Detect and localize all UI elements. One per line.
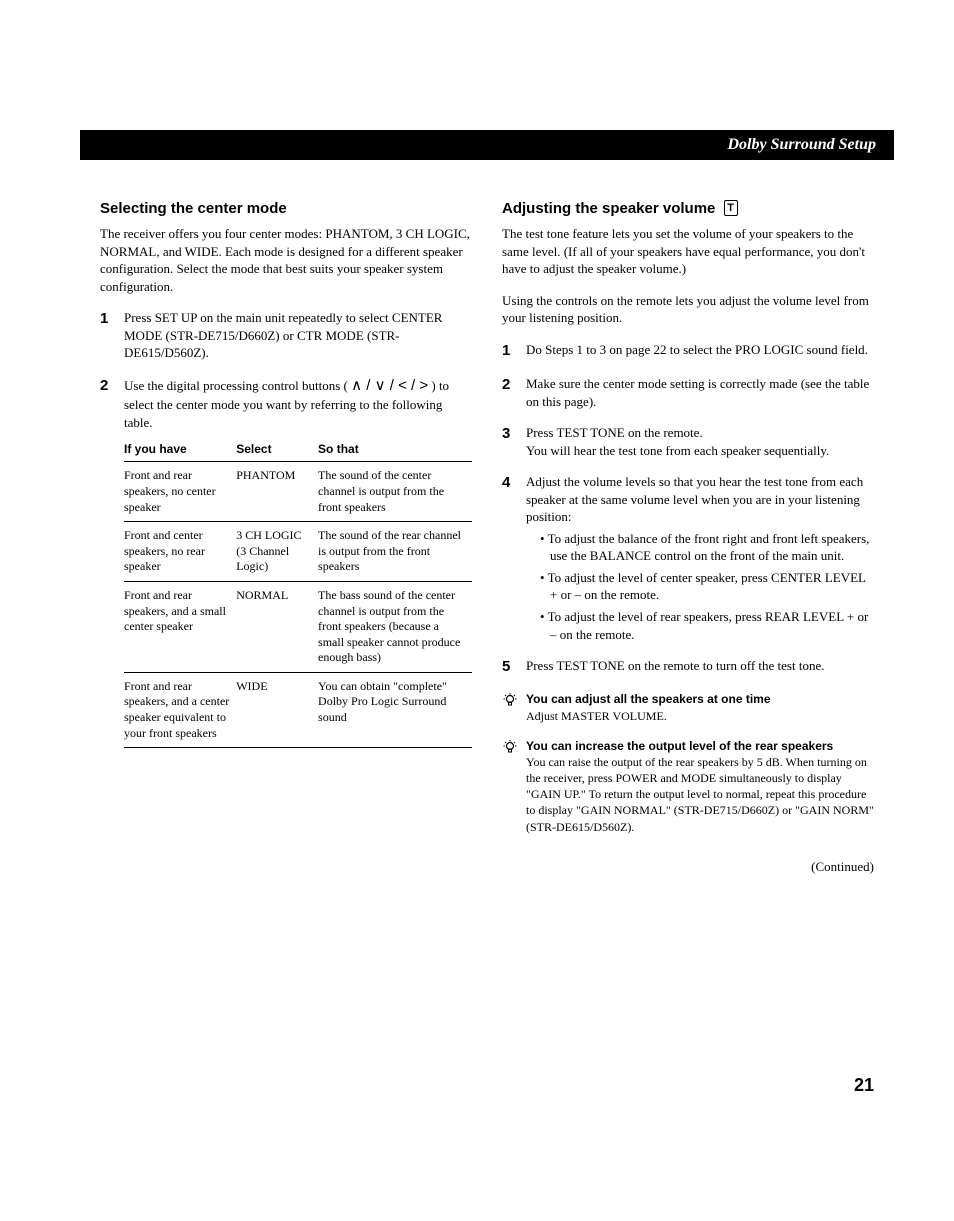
left-column: Selecting the center mode The receiver o…	[100, 200, 472, 875]
table-header: Select	[236, 437, 318, 462]
step-number: 5	[502, 657, 516, 677]
step-number: 4	[502, 473, 516, 643]
remote-icon	[724, 200, 738, 216]
right-step-1: 1 Do Steps 1 to 3 on page 22 to select t…	[502, 341, 874, 361]
step-3a: Press TEST TONE on the remote.	[526, 425, 703, 440]
table-cell: The sound of the center channel is outpu…	[318, 462, 472, 522]
table-cell: Front and center speakers, no rear speak…	[124, 522, 236, 582]
table-header: So that	[318, 437, 472, 462]
right-step-5: 5 Press TEST TONE on the remote to turn …	[502, 657, 874, 677]
table-cell: The bass sound of the center channel is …	[318, 581, 472, 672]
table-cell: PHANTOM	[236, 462, 318, 522]
table-cell: The sound of the rear channel is output …	[318, 522, 472, 582]
tip-text: Adjust MASTER VOLUME.	[526, 708, 874, 724]
left-intro-text: The receiver offers you four center mode…	[100, 225, 472, 295]
continued-marker: (Continued)	[502, 859, 874, 875]
step-body: Press TEST TONE on the remote to turn of…	[526, 657, 874, 677]
tip-block-1: You can adjust all the speakers at one t…	[502, 691, 874, 723]
tip-title: You can increase the output level of the…	[526, 738, 874, 754]
step-number: 3	[502, 424, 516, 459]
page-number: 21	[100, 1075, 874, 1096]
step-3b: You will hear the test tone from each sp…	[526, 443, 829, 458]
step-body: Do Steps 1 to 3 on page 22 to select the…	[526, 341, 874, 361]
step-body: Press SET UP on the main unit repeatedly…	[124, 309, 472, 362]
lightbulb-icon	[502, 692, 518, 708]
step-number: 1	[100, 309, 114, 362]
table-row: Front and center speakers, no rear speak…	[124, 522, 472, 582]
table-row: Front and rear speakers, and a center sp…	[124, 672, 472, 747]
right-step-4: 4 Adjust the volume levels so that you h…	[502, 473, 874, 643]
step-body: Press TEST TONE on the remote. You will …	[526, 424, 874, 459]
right-step-2: 2 Make sure the center mode setting is c…	[502, 375, 874, 410]
right-intro2-text: Using the controls on the remote lets yo…	[502, 292, 874, 327]
tip-body: You can adjust all the speakers at one t…	[526, 691, 874, 723]
table-cell: WIDE	[236, 672, 318, 747]
step-number: 1	[502, 341, 516, 361]
step-4-intro: Adjust the volume levels so that you hea…	[526, 474, 863, 524]
left-section-title: Selecting the center mode	[100, 200, 472, 217]
bullet-item: • To adjust the balance of the front rig…	[540, 530, 874, 565]
table-row: Front and rear speakers, no center speak…	[124, 462, 472, 522]
table-cell: You can obtain "complete" Dolby Pro Logi…	[318, 672, 472, 747]
step-number: 2	[502, 375, 516, 410]
right-title-text: Adjusting the speaker volume	[502, 200, 715, 217]
center-mode-table: If you have Select So that Front and rea…	[124, 437, 472, 748]
step-number: 2	[100, 376, 114, 748]
two-column-layout: Selecting the center mode The receiver o…	[100, 200, 874, 875]
right-intro-text: The test tone feature lets you set the v…	[502, 225, 874, 278]
table-cell: Front and rear speakers, no center speak…	[124, 462, 236, 522]
right-column: Adjusting the speaker volume The test to…	[502, 200, 874, 875]
right-section-title: Adjusting the speaker volume	[502, 200, 874, 217]
left-step-1: 1 Press SET UP on the main unit repeated…	[100, 309, 472, 362]
lightbulb-icon	[502, 739, 518, 755]
tip-title: You can adjust all the speakers at one t…	[526, 691, 874, 707]
arrow-symbols: ∧ / ∨ / < / >	[351, 377, 428, 394]
tip-text: You can raise the output of the rear spe…	[526, 754, 874, 835]
table-cell: NORMAL	[236, 581, 318, 672]
left-step-2: 2 Use the digital processing control but…	[100, 376, 472, 748]
step-body: Use the digital processing control butto…	[124, 376, 472, 748]
table-cell: Front and rear speakers, and a small cen…	[124, 581, 236, 672]
step-body: Adjust the volume levels so that you hea…	[526, 473, 874, 643]
bullet-text: To adjust the level of rear speakers, pr…	[548, 609, 869, 642]
bullet-item: • To adjust the level of center speaker,…	[540, 569, 874, 604]
bullet-item: • To adjust the level of rear speakers, …	[540, 608, 874, 643]
bullet-text: To adjust the level of center speaker, p…	[548, 570, 866, 603]
table-cell: Front and rear speakers, and a center sp…	[124, 672, 236, 747]
step-body: Make sure the center mode setting is cor…	[526, 375, 874, 410]
tip-body: You can increase the output level of the…	[526, 738, 874, 835]
step-2-pre: Use the digital processing control butto…	[124, 378, 351, 393]
table-cell: 3 CH LOGIC (3 Channel Logic)	[236, 522, 318, 582]
bullet-text: To adjust the balance of the front right…	[548, 531, 870, 564]
table-header: If you have	[124, 437, 236, 462]
table-row: Front and rear speakers, and a small cen…	[124, 581, 472, 672]
section-header-bar: Dolby Surround Setup	[80, 130, 894, 160]
right-step-3: 3 Press TEST TONE on the remote. You wil…	[502, 424, 874, 459]
tip-block-2: You can increase the output level of the…	[502, 738, 874, 835]
